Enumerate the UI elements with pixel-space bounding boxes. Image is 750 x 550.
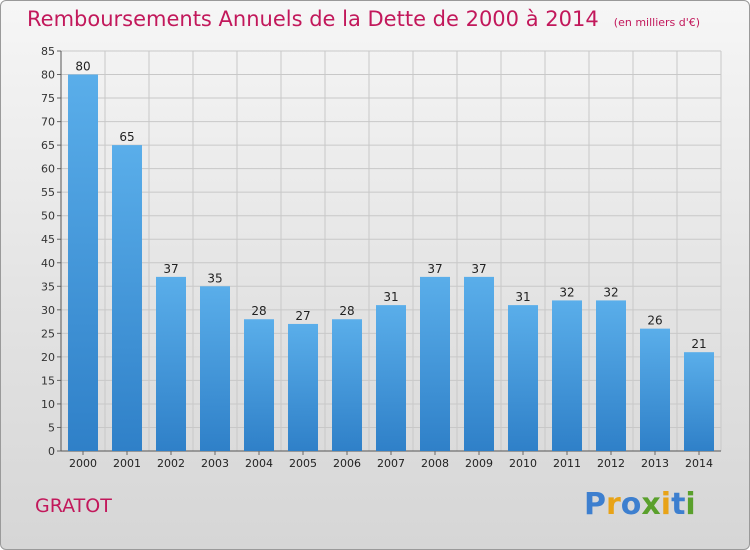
y-tick-label: 60 bbox=[41, 163, 55, 176]
bar bbox=[552, 300, 582, 451]
logo-letter: i bbox=[685, 487, 696, 522]
y-tick-label: 85 bbox=[41, 45, 55, 58]
bar bbox=[288, 323, 318, 451]
x-tick-label: 2001 bbox=[113, 457, 141, 470]
bar bbox=[332, 319, 362, 451]
y-tick-label: 5 bbox=[48, 421, 55, 434]
chart-unit: (en milliers d'€) bbox=[613, 16, 701, 29]
bar-value-label: 28 bbox=[251, 304, 266, 318]
y-tick-label: 45 bbox=[41, 233, 55, 246]
x-tick-label: 2010 bbox=[509, 457, 537, 470]
bar bbox=[376, 305, 406, 451]
logo-letter: t bbox=[671, 487, 686, 522]
y-tick-label: 55 bbox=[41, 186, 55, 199]
chart-title: Remboursements Annuels de la Dette de 20… bbox=[27, 7, 700, 31]
bar-value-label: 32 bbox=[559, 285, 574, 299]
bar-value-label: 37 bbox=[163, 262, 178, 276]
bar-value-label: 32 bbox=[603, 285, 618, 299]
x-tick-label: 2008 bbox=[421, 457, 449, 470]
y-tick-label: 30 bbox=[41, 304, 55, 317]
bar-value-label: 21 bbox=[691, 337, 706, 351]
bar-value-label: 80 bbox=[75, 60, 90, 74]
logo-letter: x bbox=[641, 487, 661, 522]
logo-letter: i bbox=[660, 487, 672, 522]
bar bbox=[68, 74, 98, 451]
chart-title-text: Remboursements Annuels de la Dette de 20… bbox=[27, 7, 599, 31]
y-tick-label: 20 bbox=[41, 351, 55, 364]
x-tick-label: 2011 bbox=[553, 457, 581, 470]
x-tick-label: 2007 bbox=[377, 457, 405, 470]
y-tick-label: 40 bbox=[41, 257, 55, 270]
y-tick-label: 70 bbox=[41, 116, 55, 129]
bar bbox=[596, 300, 626, 451]
y-tick-label: 75 bbox=[41, 92, 55, 105]
y-tick-label: 0 bbox=[48, 445, 55, 458]
bar bbox=[200, 286, 230, 451]
bar bbox=[464, 276, 494, 451]
bar-value-label: 31 bbox=[383, 290, 398, 304]
x-tick-label: 2006 bbox=[333, 457, 361, 470]
x-tick-label: 2000 bbox=[69, 457, 97, 470]
y-tick-label: 65 bbox=[41, 139, 55, 152]
bar bbox=[156, 276, 186, 451]
y-tick-label: 50 bbox=[41, 210, 55, 223]
bar bbox=[508, 305, 538, 451]
commune-name: GRATOT bbox=[35, 495, 112, 517]
proxiti-logo[interactable]: Proxiti bbox=[584, 487, 696, 522]
bar-value-label: 35 bbox=[207, 271, 222, 285]
x-tick-label: 2004 bbox=[245, 457, 273, 470]
x-tick-label: 2014 bbox=[685, 457, 713, 470]
bar bbox=[684, 352, 714, 451]
x-tick-label: 2013 bbox=[641, 457, 669, 470]
x-tick-label: 2003 bbox=[201, 457, 229, 470]
logo-letter: r bbox=[606, 487, 621, 522]
x-tick-label: 2009 bbox=[465, 457, 493, 470]
bar bbox=[244, 319, 274, 451]
y-tick-label: 25 bbox=[41, 327, 55, 340]
logo-letter: o bbox=[620, 487, 642, 522]
bar bbox=[112, 145, 142, 451]
bar-value-label: 27 bbox=[295, 309, 310, 323]
y-tick-label: 35 bbox=[41, 280, 55, 293]
y-tick-label: 80 bbox=[41, 69, 55, 82]
bar-value-label: 37 bbox=[427, 262, 442, 276]
y-tick-label: 10 bbox=[41, 398, 55, 411]
x-tick-label: 2002 bbox=[157, 457, 185, 470]
logo-letter: P bbox=[584, 487, 606, 522]
bar-value-label: 28 bbox=[339, 304, 354, 318]
bar-value-label: 65 bbox=[119, 130, 134, 144]
y-tick-label: 15 bbox=[41, 374, 55, 387]
bar-value-label: 26 bbox=[647, 314, 662, 328]
x-tick-label: 2012 bbox=[597, 457, 625, 470]
x-tick-label: 2005 bbox=[289, 457, 317, 470]
bar bbox=[640, 328, 670, 451]
bar-value-label: 31 bbox=[515, 290, 530, 304]
bar bbox=[420, 276, 450, 451]
bar-value-label: 37 bbox=[471, 262, 486, 276]
